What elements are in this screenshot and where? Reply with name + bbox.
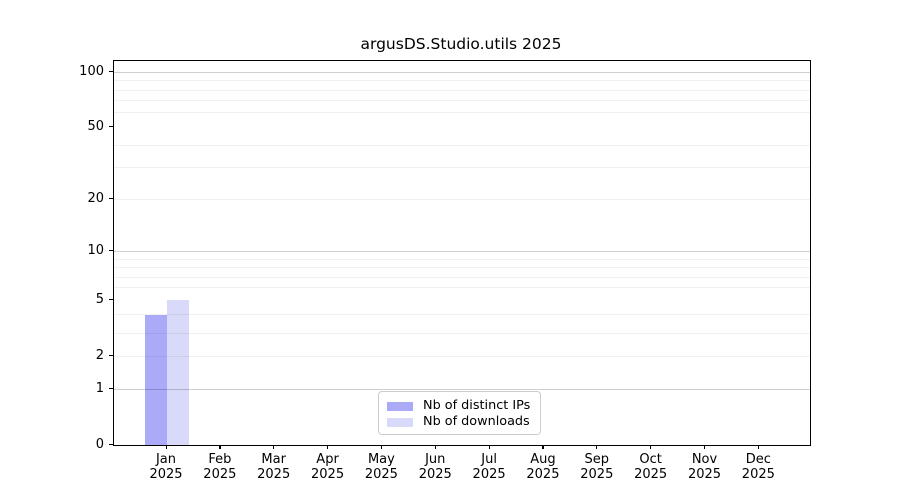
x-tick-year: 2025 [364,466,398,482]
x-tick-label: Oct 2025 [619,452,683,482]
x-tick [650,445,652,449]
y-tick [109,354,113,356]
major-gridline [114,388,810,390]
x-tick-label: Nov 2025 [673,452,737,482]
y-tick-label: 10 [87,242,104,258]
minor-gridline [114,267,810,268]
x-tick-month: Nov [691,452,718,467]
legend-swatch-nb-of-downloads [387,417,413,427]
x-tick-label: Dec 2025 [726,452,790,482]
minor-gridline [114,144,810,146]
x-tick [380,445,383,449]
x-tick-month: Sep [584,452,610,467]
y-tick [109,125,113,128]
y-tick [109,387,113,389]
legend-swatch-nb-of-distinct-ips [387,401,413,411]
x-tick-year: 2025 [418,466,452,482]
x-tick-label: Feb 2025 [188,452,252,482]
y-tick-label: 50 [87,118,104,134]
x-tick-month: Jan [155,452,177,467]
x-tick-year: 2025 [257,466,291,482]
y-tick-label: 20 [87,190,104,206]
legend-label: Nb of distinct IPs [423,398,531,413]
minor-gridline [114,287,810,289]
x-tick-year: 2025 [149,466,183,482]
x-tick [704,445,706,449]
minor-gridline [114,355,810,357]
minor-gridline [114,314,810,316]
x-tick-month: Apr [316,452,339,467]
x-tick [542,445,544,449]
minor-gridline [114,89,810,91]
x-tick [165,445,167,449]
y-tick [109,249,113,251]
minor-gridline [114,258,810,260]
bar-nb-of-distinct-ips [145,314,167,445]
x-tick-year: 2025 [203,466,237,482]
x-tick-label: Mar 2025 [242,452,306,482]
minor-gridline [114,167,810,169]
major-gridline [114,250,810,252]
y-tick [109,298,113,300]
x-tick [219,445,221,449]
x-tick-month: Jun [425,452,446,467]
bar-nb-of-downloads [167,300,189,445]
x-tick-label: Sep 2025 [565,452,629,482]
minor-gridline [114,332,810,334]
major-gridline [114,71,810,73]
x-tick-year: 2025 [526,466,560,482]
x-tick-year: 2025 [634,466,668,482]
legend: Nb of distinct IPs Nb of downloads [378,391,541,435]
y-tick [109,443,113,445]
x-tick-year: 2025 [741,466,775,482]
legend-label: Nb of downloads [423,414,530,429]
y-tick-label: 0 [95,436,104,452]
x-tick [488,445,490,449]
x-tick-label: Aug 2025 [511,452,575,482]
x-tick-label: Jan 2025 [134,452,198,482]
x-tick-month: Aug [530,452,556,467]
x-tick-label: Apr 2025 [296,452,360,482]
y-tick [109,197,113,199]
x-tick [757,445,760,449]
x-tick-year: 2025 [311,466,345,482]
y-tick-label: 1 [95,380,104,396]
y-tick-label: 2 [95,347,104,363]
x-tick-month: May [367,452,395,467]
chart-title: argusDS.Studio.utils 2025 [360,35,562,53]
x-tick-month: Mar [261,452,286,467]
minor-gridline [114,100,810,102]
x-tick-label: Jun 2025 [403,452,467,482]
x-tick-month: Oct [639,452,662,467]
legend-entry: Nb of downloads [387,414,532,430]
minor-gridline [114,80,810,82]
x-tick-year: 2025 [580,466,614,482]
x-tick-month: Jul [481,452,497,467]
plot-area [113,60,811,446]
y-tick [109,70,113,72]
legend-entry: Nb of distinct IPs [387,398,532,414]
x-tick [434,445,436,449]
minor-gridline [114,276,810,278]
x-tick [596,445,598,449]
x-tick-month: Dec [745,452,771,467]
x-tick [327,445,329,449]
y-tick-label: 100 [79,63,104,79]
x-tick [273,445,275,449]
minor-gridline [114,198,810,200]
x-tick-month: Feb [208,452,232,467]
x-tick-year: 2025 [687,466,722,482]
y-tick-label: 5 [95,291,104,307]
x-tick-label: May 2025 [349,452,413,482]
x-tick-year: 2025 [472,466,506,482]
minor-gridline [114,112,810,114]
x-tick-label: Jul 2025 [457,452,521,482]
